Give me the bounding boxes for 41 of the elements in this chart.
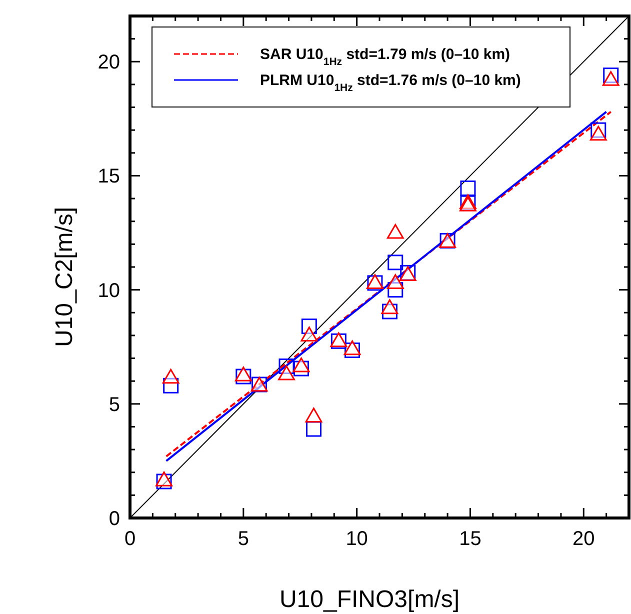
- point: [590, 122, 606, 138]
- y-tick-label: 20: [98, 52, 120, 74]
- point: [306, 421, 322, 437]
- legend-label: SAR U10$_{1Hz}$ std=1.79 m/s (0–10 km): [260, 46, 510, 68]
- point: [278, 358, 294, 374]
- point: [278, 365, 295, 380]
- point: [460, 180, 476, 196]
- point: [382, 304, 398, 320]
- point: [386, 224, 404, 239]
- point: [294, 360, 309, 376]
- y-axis-title: U10_C2[m/s]: [51, 206, 78, 348]
- point: [602, 71, 620, 86]
- x-tick-label: 20: [572, 528, 595, 550]
- x-tick-label: 0: [124, 528, 136, 550]
- point: [156, 474, 172, 490]
- point: [156, 472, 172, 486]
- point: [344, 340, 361, 356]
- legend-label: PLRM U10$_{1Hz}$ std=1.76 m/s (0–10 km): [260, 72, 521, 94]
- point: [388, 282, 404, 298]
- y-tick-label: 0: [108, 508, 120, 530]
- point: [305, 408, 322, 422]
- x-axis-title: U10_FINO3[m/s]: [279, 586, 460, 613]
- x-tick-label: 10: [346, 528, 368, 550]
- point: [603, 68, 619, 84]
- point: [388, 254, 404, 270]
- point: [301, 318, 317, 334]
- point: [162, 368, 180, 384]
- point: [234, 366, 252, 382]
- point: [163, 378, 179, 394]
- point: [386, 274, 404, 289]
- x-tick-label: 15: [459, 528, 482, 550]
- y-tick-label: 10: [98, 280, 120, 302]
- point: [292, 357, 310, 372]
- point: [300, 326, 318, 342]
- y-tick-label: 5: [108, 394, 120, 416]
- point: [590, 126, 607, 141]
- point: [344, 342, 360, 358]
- y-tick-label: 15: [98, 166, 120, 188]
- point: [381, 299, 398, 314]
- x-tick-label: 5: [238, 528, 249, 550]
- point: [236, 368, 252, 384]
